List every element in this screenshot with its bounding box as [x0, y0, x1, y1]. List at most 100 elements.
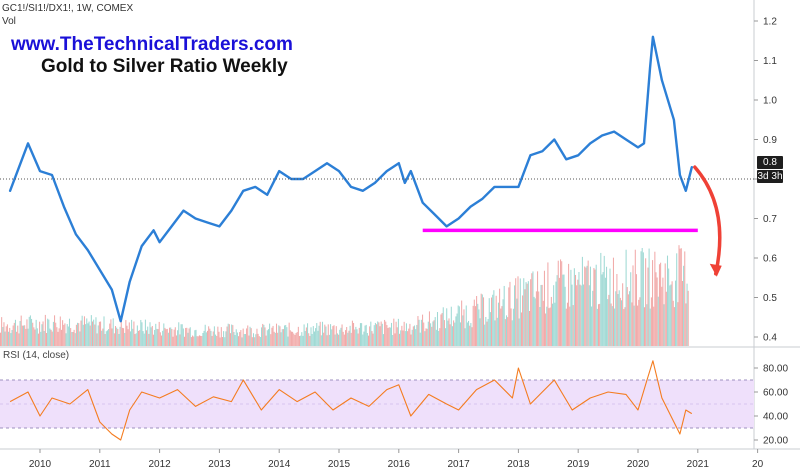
volume-bar [332, 326, 334, 346]
volume-bar [228, 324, 230, 346]
volume-bar [248, 335, 250, 346]
volume-bar [200, 335, 202, 346]
rsi-series [9, 360, 693, 441]
volume-bar [213, 326, 215, 346]
price-tick-label: 1.2 [763, 17, 777, 28]
volume-bar [389, 327, 391, 346]
rsi-point [530, 403, 531, 404]
volume-bar [342, 331, 344, 346]
volume-bar [303, 324, 305, 346]
volume-bar [557, 260, 559, 346]
volume-bar [462, 315, 464, 346]
volume-bar [302, 335, 304, 346]
price-point [679, 174, 680, 175]
volume-bar [203, 330, 205, 346]
volume-bar [463, 309, 465, 346]
volume-bar [35, 319, 37, 346]
price-point [649, 68, 650, 69]
volume-bar [147, 326, 149, 346]
price-tick-label: 0.6 [763, 254, 777, 265]
rsi-point [476, 389, 477, 390]
volume-bar [426, 328, 428, 346]
volume-bar [331, 329, 333, 346]
volume-bar [411, 329, 413, 346]
volume-bar [312, 326, 314, 346]
volume-bar [493, 290, 495, 346]
volume-bar [18, 333, 20, 346]
volume-bar [241, 337, 243, 346]
rsi-point [398, 384, 399, 385]
volume-bar [630, 272, 632, 346]
volume-bar [225, 331, 227, 346]
volume-bar [59, 316, 61, 346]
volume-bar [530, 279, 532, 346]
axes: 0.4 0.5 0.6 0.7 0.8 0.9 1.0 1.1 1.2 20.00 40.00 60.… [29, 17, 789, 471]
volume-bar [34, 329, 36, 346]
rsi-indicator-label[interactable]: RSI (14, close) [3, 350, 70, 361]
price-tick-label: 0.9 [763, 135, 777, 146]
volume-bar [399, 333, 401, 346]
volume-bar [624, 307, 626, 346]
volume-bar [292, 331, 294, 346]
volume-bar [568, 263, 570, 346]
volume-bar [537, 271, 539, 346]
volume-bar [336, 333, 338, 346]
volume-bar [620, 300, 623, 346]
volume-bar [135, 333, 137, 346]
volume-bar [547, 262, 549, 346]
volume-bar [525, 282, 527, 346]
volume-bar [1, 317, 3, 346]
volume-bar [319, 321, 321, 346]
volume-bar [403, 321, 405, 346]
volume-bars [0, 245, 689, 346]
volume-bar [402, 330, 404, 346]
last-price-badge: 0.8 [757, 156, 783, 169]
price-point [219, 226, 220, 227]
volume-bar [583, 284, 585, 346]
volume-bar [450, 306, 452, 346]
volume-bar [266, 330, 268, 346]
volume-bar [472, 305, 474, 346]
volume-bar [459, 322, 462, 346]
volume-bar [652, 260, 654, 346]
volume-bar [208, 326, 210, 346]
projection-arrowhead [709, 263, 722, 277]
volume-bar [494, 320, 496, 346]
rsi-point [297, 401, 298, 402]
rsi-point [590, 397, 591, 398]
volume-bar [430, 323, 432, 346]
volume-bar [593, 268, 595, 346]
volume-bar [485, 316, 487, 346]
volume-bar [29, 315, 31, 346]
volume-bar [243, 334, 245, 346]
price-point [530, 155, 531, 156]
volume-bar [288, 322, 290, 346]
volume-bar [198, 335, 200, 346]
rsi-point [159, 397, 160, 398]
volume-bar [271, 327, 273, 346]
volume-bar [385, 321, 387, 346]
volume-bar [642, 252, 644, 346]
symbol-label[interactable]: GC1!/SI1!/DX1!, 1W, COMEX [2, 3, 134, 14]
volume-bar [116, 327, 118, 346]
chart-title: Gold to Silver Ratio Weekly [41, 56, 288, 77]
volume-bar [433, 320, 435, 346]
volume-bar [458, 306, 460, 346]
price-point [195, 218, 196, 219]
volume-bar [550, 296, 552, 346]
volume-bar [202, 332, 204, 346]
volume-bar [668, 268, 670, 346]
volume-bar [610, 303, 612, 346]
volume-bar [347, 332, 349, 346]
price-point [159, 242, 160, 243]
volume-bar [258, 336, 260, 346]
volume-bar [350, 332, 352, 346]
volume-bar [603, 255, 605, 346]
volume-bar [512, 308, 514, 346]
volume-bar [311, 333, 313, 346]
countdown-badge: 3d 3h [757, 170, 783, 183]
volume-bar [261, 327, 263, 346]
volume-bar [643, 307, 646, 346]
volume-bar [369, 326, 371, 346]
